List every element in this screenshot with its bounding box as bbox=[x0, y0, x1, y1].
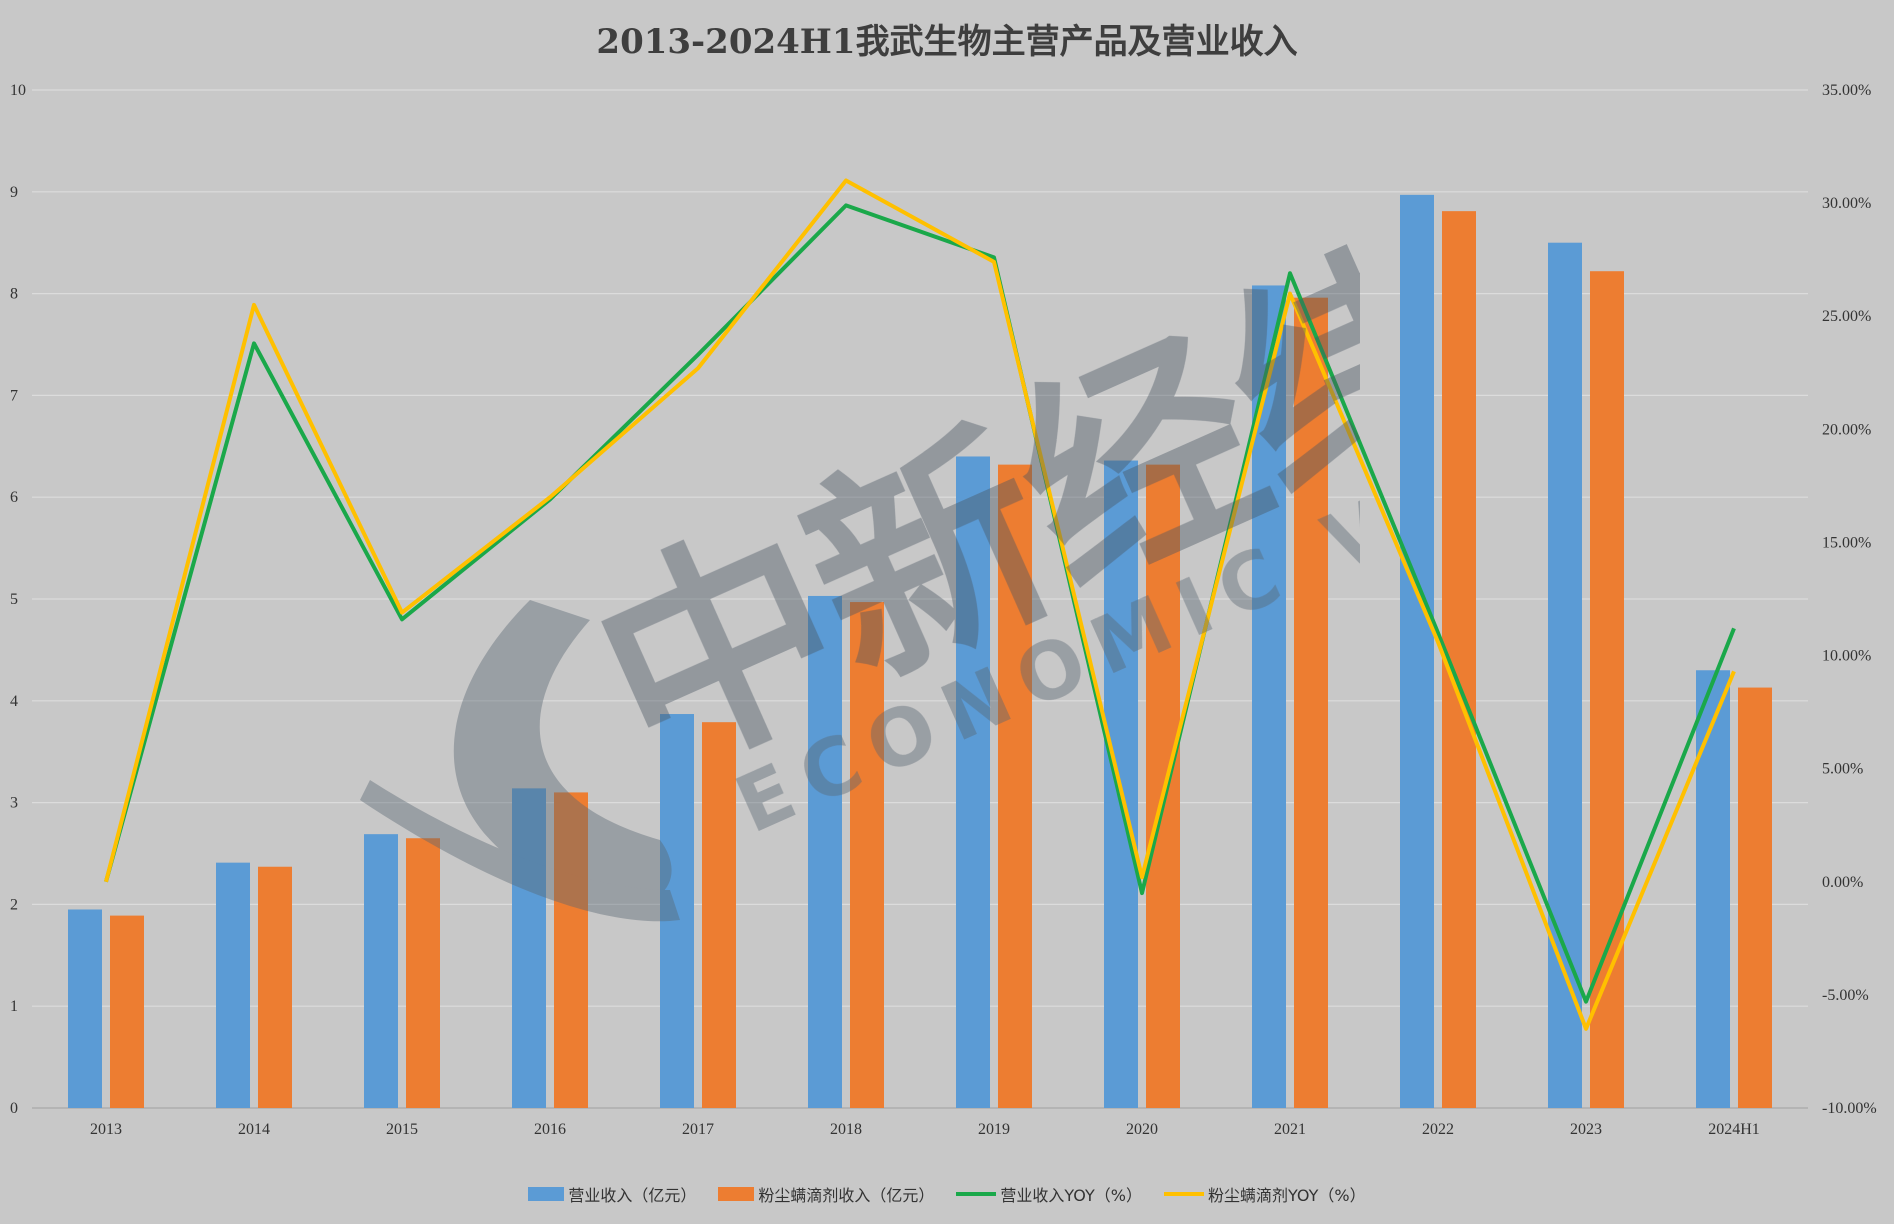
bar-revenue bbox=[216, 862, 250, 1108]
bar-mite-drops bbox=[1590, 271, 1624, 1109]
bar-mite-drops bbox=[1738, 687, 1772, 1108]
right-tick-label: 0.00% bbox=[1822, 874, 1863, 891]
bar-revenue bbox=[1400, 194, 1434, 1108]
left-tick-label: 5 bbox=[10, 591, 18, 608]
bar-revenue bbox=[1548, 242, 1582, 1108]
x-tick-label: 2017 bbox=[682, 1121, 714, 1138]
right-tick-label: 30.00% bbox=[1822, 195, 1871, 212]
bar-revenue bbox=[660, 714, 694, 1108]
legend-swatch-revenue-yoy bbox=[956, 1192, 997, 1196]
left-tick-label: 10 bbox=[10, 82, 26, 99]
legend-item-mite-drops: 粉尘螨滴剂收入（亿元） bbox=[718, 1182, 934, 1206]
legend-swatch-mite-drops-yoy bbox=[1164, 1192, 1205, 1196]
bar-revenue bbox=[68, 909, 102, 1108]
x-tick-label: 2013 bbox=[90, 1121, 122, 1138]
bar-mite-drops bbox=[850, 602, 884, 1108]
bar-revenue bbox=[1696, 670, 1730, 1108]
x-tick-label: 2020 bbox=[1126, 1121, 1158, 1138]
x-tick-label: 2015 bbox=[386, 1121, 418, 1138]
legend-label-revenue-yoy: 营业收入YOY（%） bbox=[1000, 1186, 1143, 1205]
x-tick-label: 2014 bbox=[238, 1121, 270, 1138]
x-tick-label: 2019 bbox=[978, 1121, 1010, 1138]
left-tick-label: 3 bbox=[10, 795, 18, 812]
right-tick-label: 10.00% bbox=[1822, 648, 1871, 665]
left-tick-label: 0 bbox=[10, 1100, 18, 1117]
bar-revenue bbox=[364, 834, 398, 1108]
right-tick-label: 5.00% bbox=[1822, 761, 1863, 778]
legend-item-revenue: 营业收入（亿元） bbox=[528, 1182, 696, 1206]
x-tick-label: 2023 bbox=[1570, 1121, 1602, 1138]
left-tick-label: 4 bbox=[10, 693, 18, 710]
right-tick-label: 15.00% bbox=[1822, 534, 1871, 551]
line-revenue-yoy bbox=[104, 203, 1736, 1004]
legend-label-mite-drops-yoy: 粉尘螨滴剂YOY（%） bbox=[1208, 1186, 1366, 1205]
legend-label-mite-drops: 粉尘螨滴剂收入（亿元） bbox=[758, 1186, 935, 1205]
legend-swatch-revenue bbox=[528, 1187, 565, 1201]
right-axis-ticks: -10.00% -5.00% 0.00% 5.00% 10.00% 15.00% 20.00… bbox=[1822, 82, 1877, 1117]
x-tick-label: 2021 bbox=[1274, 1121, 1306, 1138]
left-tick-label: 7 bbox=[10, 387, 18, 404]
bar-revenue bbox=[808, 595, 842, 1108]
bar-mite-drops bbox=[110, 915, 144, 1108]
bar-revenue bbox=[956, 456, 990, 1109]
right-tick-label: 35.00% bbox=[1822, 82, 1871, 99]
left-axis-ticks: 0 1 2 3 4 5 6 7 8 9 10 bbox=[10, 82, 26, 1117]
bar-mite-drops bbox=[258, 866, 292, 1108]
bar-mite-drops bbox=[702, 722, 736, 1108]
right-tick-label: -5.00% bbox=[1822, 987, 1869, 1004]
x-tick-label: 2022 bbox=[1422, 1121, 1454, 1138]
chart-legend: 营业收入（亿元） 粉尘螨滴剂收入（亿元） 营业收入YOY（%） 粉尘螨滴剂YOY… bbox=[0, 1182, 1894, 1206]
bar-revenue bbox=[512, 788, 546, 1108]
legend-swatch-mite-drops bbox=[718, 1187, 755, 1201]
bar-series bbox=[68, 194, 1772, 1109]
line-series bbox=[104, 178, 1736, 1031]
bar-mite-drops bbox=[406, 838, 440, 1108]
legend-label-revenue: 营业收入（亿元） bbox=[568, 1186, 697, 1205]
bar-mite-drops bbox=[998, 464, 1032, 1108]
x-axis-ticks: 2013 2014 2015 2016 2017 2018 2019 2020 2021 2022… bbox=[90, 1121, 1760, 1138]
right-tick-label: 25.00% bbox=[1822, 308, 1871, 325]
right-tick-label: 20.00% bbox=[1822, 421, 1871, 438]
legend-item-revenue-yoy: 营业收入YOY（%） bbox=[956, 1182, 1142, 1206]
bar-mite-drops bbox=[554, 792, 588, 1108]
right-tick-label: -10.00% bbox=[1822, 1100, 1877, 1117]
line-mite-drops-yoy bbox=[104, 178, 1736, 1031]
left-tick-label: 1 bbox=[10, 998, 18, 1015]
x-tick-label: 2018 bbox=[830, 1121, 862, 1138]
left-tick-label: 2 bbox=[10, 896, 18, 913]
x-tick-label: 2016 bbox=[534, 1121, 566, 1138]
bar-mite-drops bbox=[1294, 297, 1328, 1108]
x-tick-label: 2024H1 bbox=[1708, 1121, 1760, 1138]
legend-item-mite-drops-yoy: 粉尘螨滴剂YOY（%） bbox=[1164, 1182, 1366, 1206]
left-tick-label: 8 bbox=[10, 286, 18, 303]
left-tick-label: 9 bbox=[10, 184, 18, 201]
chart-title: 2013-2024H1我武生物主营产品及营业收入 bbox=[596, 22, 1298, 62]
gridlines bbox=[32, 89, 1808, 1109]
left-tick-label: 6 bbox=[10, 489, 18, 506]
